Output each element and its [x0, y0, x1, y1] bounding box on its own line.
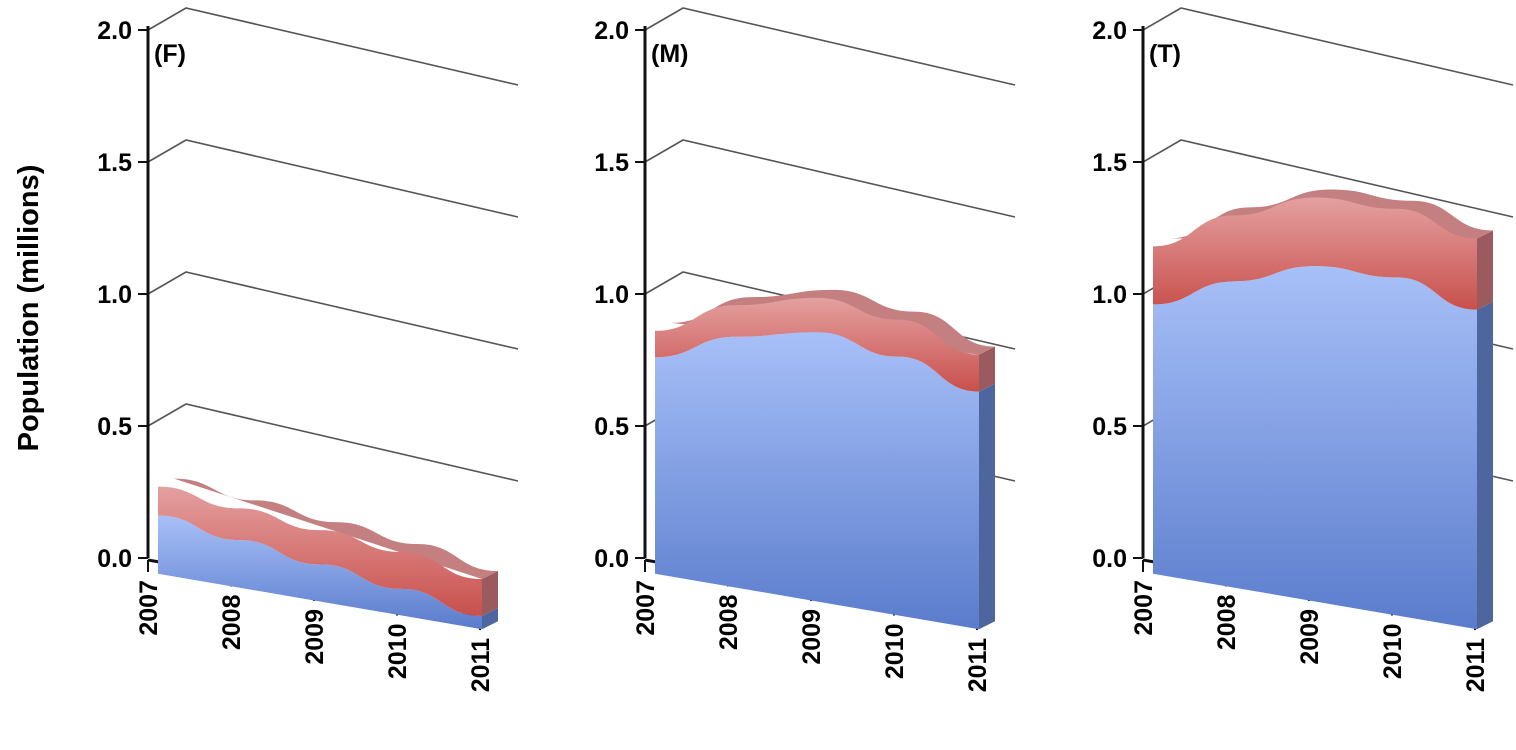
panel-label: (F)	[154, 40, 186, 68]
x-tick-label: 2007	[135, 580, 163, 636]
y-tick-label: 0.0	[1092, 545, 1127, 573]
gridline	[1142, 139, 1514, 218]
gridline	[644, 7, 1016, 86]
chart-panel-2: 0.0 0.5 1.0 1.5 2.0 2007 2008 2009 2010 2011 (M)	[594, 7, 1016, 692]
x-tick-label: 2008	[715, 594, 743, 650]
series-1-area	[655, 332, 979, 630]
series-2-side	[979, 346, 995, 392]
series-1-area	[158, 515, 482, 630]
x-tick-label: 2007	[1130, 580, 1158, 636]
series-2-area	[158, 486, 482, 617]
x-tick-label: 2010	[881, 624, 909, 680]
panel-label: (T)	[1149, 40, 1181, 68]
gridline	[147, 271, 519, 350]
chart-panel-1: 0.0 0.5 1.0 1.5 2.0 2007 2008 2009 2010 2011 (F)	[97, 7, 519, 692]
x-tick-label: 2010	[384, 624, 412, 680]
y-tick-label: 0.5	[97, 413, 132, 441]
gridline	[1142, 7, 1514, 86]
chart-panel-3: 0.0 0.5 1.0 1.5 2.0 2007 2008 2009 2010 2011 (T)	[1092, 7, 1514, 692]
x-tick-label: 2010	[1379, 624, 1407, 680]
gridline	[147, 139, 519, 218]
x-tick-label: 2008	[218, 594, 246, 650]
y-tick-label: 0.5	[1092, 413, 1127, 441]
y-tick-label: 2.0	[594, 17, 629, 45]
gridline	[644, 139, 1016, 218]
x-tick-label: 2008	[1213, 594, 1241, 650]
y-tick-label: 1.5	[97, 149, 132, 177]
y-tick-label: 1.5	[1092, 149, 1127, 177]
series-1-side	[1477, 301, 1493, 630]
series-2-side	[482, 571, 498, 617]
y-tick-label: 0.5	[594, 413, 629, 441]
series-1-side	[979, 383, 995, 630]
y-tick-label: 1.0	[1092, 281, 1127, 309]
y-tick-label: 1.5	[594, 149, 629, 177]
y-axis-label: Population (millions)	[13, 165, 45, 452]
y-tick-label: 1.0	[594, 281, 629, 309]
panel-label: (M)	[651, 40, 688, 68]
y-tick-label: 2.0	[97, 17, 132, 45]
series-2-area	[655, 297, 979, 392]
y-tick-label: 2.0	[1092, 17, 1127, 45]
series-2-area	[1153, 197, 1477, 310]
x-tick-label: 2009	[301, 609, 329, 665]
x-tick-label: 2009	[1296, 609, 1324, 665]
x-tick-label: 2011	[964, 638, 992, 692]
x-tick-label: 2011	[467, 638, 495, 692]
x-tick-label: 2007	[632, 580, 660, 636]
y-tick-label: 0.0	[97, 545, 132, 573]
series-1-area	[1153, 266, 1477, 630]
gridline	[147, 7, 519, 86]
x-tick-label: 2009	[798, 609, 826, 665]
series-2-side	[1477, 230, 1493, 310]
x-tick-label: 2011	[1462, 638, 1490, 692]
series-1-side	[482, 608, 498, 630]
gridline	[147, 403, 519, 482]
y-tick-label: 1.0	[97, 281, 132, 309]
y-tick-label: 0.0	[594, 545, 629, 573]
